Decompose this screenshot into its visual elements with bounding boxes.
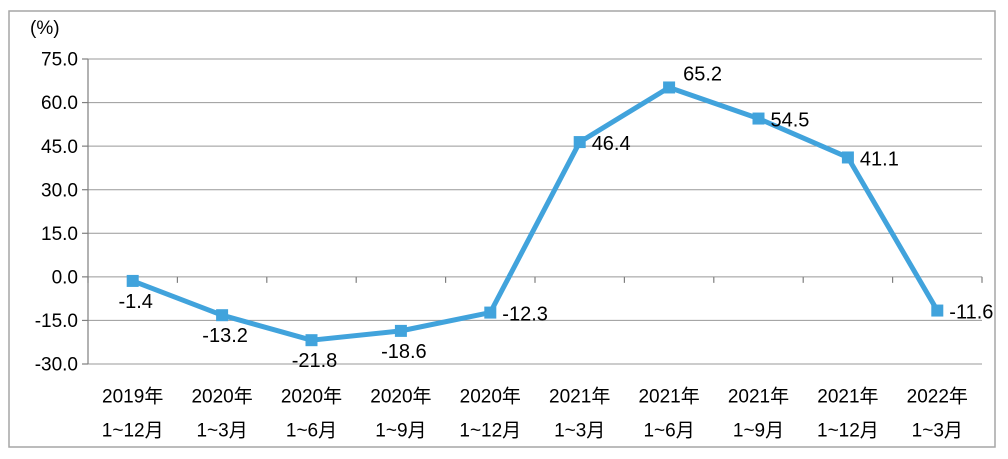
data-label: -1.4: [118, 291, 152, 313]
data-label: -21.8: [292, 350, 338, 372]
y-tick-label: 15.0: [41, 224, 78, 245]
y-tick-label: 60.0: [41, 93, 78, 114]
data-label: -12.3: [502, 304, 548, 326]
x-category-year-label: 2019年: [102, 386, 163, 408]
x-category-year-label: 2020年: [281, 386, 342, 408]
x-category-period-label: 1~12月: [459, 421, 521, 442]
data-point-marker: [663, 81, 676, 94]
y-tick-label: -15.0: [35, 311, 78, 332]
x-category-period-label: 1~3月: [196, 421, 247, 442]
data-label: 41.1: [860, 148, 899, 170]
x-category-period-label: 1~6月: [643, 421, 694, 442]
data-label: -11.6: [949, 302, 993, 324]
data-point-marker: [484, 306, 497, 319]
x-category-year-label: 2021年: [728, 386, 789, 408]
data-label: -13.2: [202, 325, 248, 347]
x-category-year-label: 2020年: [460, 386, 521, 408]
x-category-period-label: 1~3月: [912, 421, 963, 442]
y-tick-label: 75.0: [41, 50, 78, 71]
x-category-period-label: 1~12月: [102, 421, 164, 442]
data-label: -18.6: [381, 341, 427, 363]
y-tick-label: 45.0: [41, 137, 78, 158]
x-category-year-label: 2021年: [817, 386, 878, 408]
x-category-year-label: 2020年: [191, 386, 252, 408]
x-category-year-label: 2021年: [638, 386, 699, 408]
data-point-marker: [841, 151, 854, 164]
x-category-year-label: 2020年: [370, 386, 431, 408]
y-tick-label: -30.0: [35, 355, 78, 376]
data-point-marker: [573, 136, 586, 149]
y-tick-label: 30.0: [41, 180, 78, 201]
data-label: 54.5: [771, 110, 810, 132]
data-point-marker: [394, 324, 407, 337]
data-point-marker: [126, 274, 139, 287]
data-point-marker: [931, 304, 944, 317]
series-line: [130, 84, 940, 343]
x-category-period-label: 1~9月: [375, 421, 426, 442]
x-category-period-label: 1~12月: [817, 421, 879, 442]
x-category-period-label: 1~6月: [286, 421, 337, 442]
x-category-period-label: 1~3月: [554, 421, 605, 442]
x-category-period-label: 1~9月: [733, 421, 784, 442]
data-label: 65.2: [683, 63, 722, 85]
y-tick-label: 0.0: [52, 268, 78, 289]
x-category-year-label: 2021年: [549, 386, 610, 408]
data-label: 46.4: [592, 133, 631, 155]
data-point-marker: [305, 334, 318, 347]
chart-frame-border: [8, 10, 996, 448]
data-point-marker: [752, 112, 765, 125]
y-axis-unit-label: (%): [30, 18, 60, 39]
x-category-year-label: 2022年: [907, 386, 968, 408]
data-point-marker: [216, 309, 229, 322]
